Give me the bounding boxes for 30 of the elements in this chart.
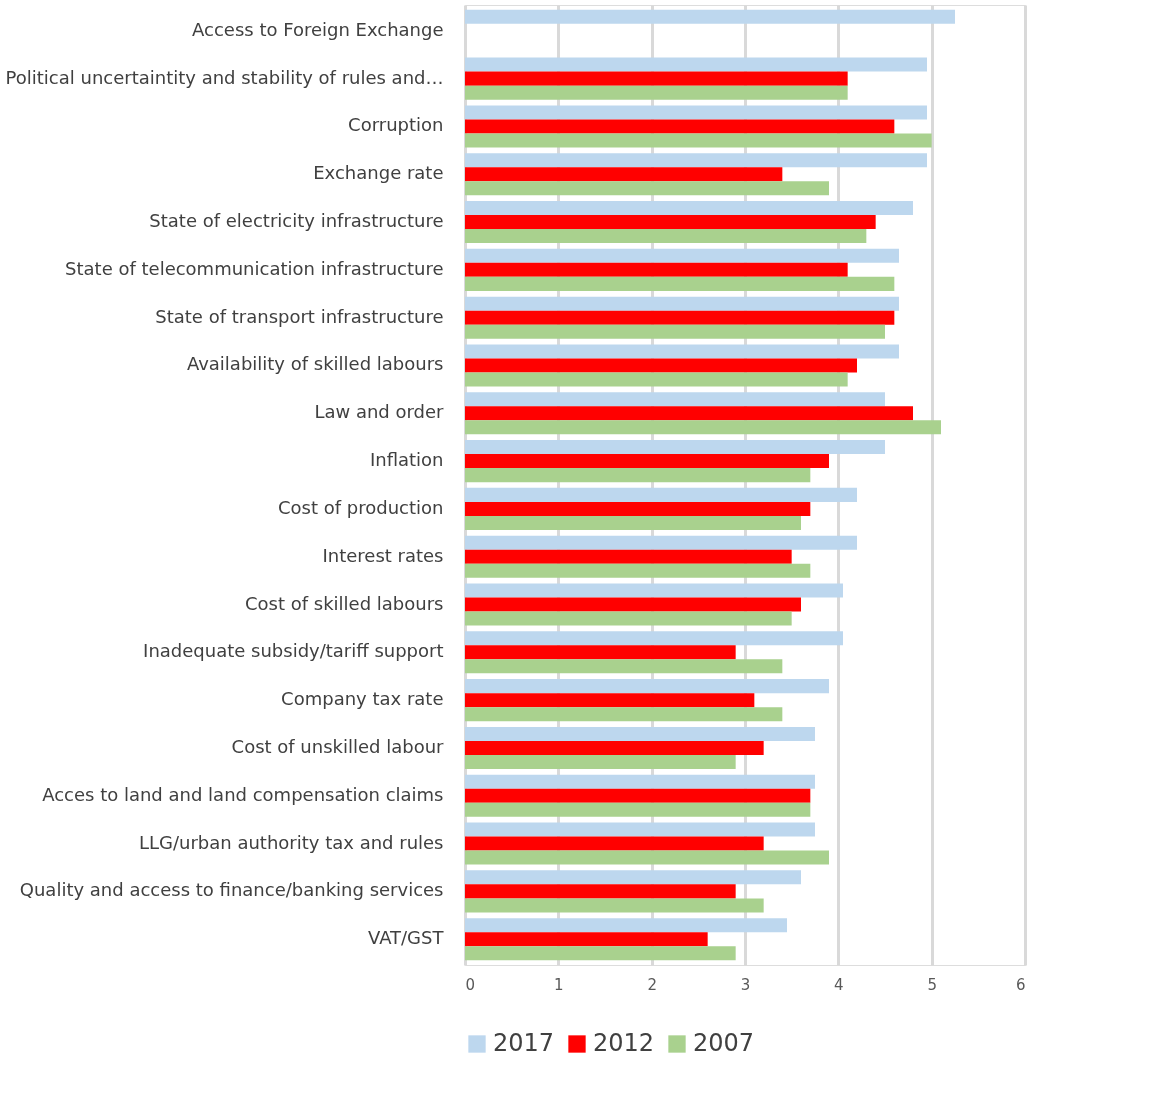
y-tick-label: Exchange rate — [313, 162, 444, 184]
y-tick-label: Availability of skilled labours — [186, 353, 444, 375]
legend-label: 2012 — [593, 1029, 655, 1057]
y-tick-label: Corruption — [348, 114, 444, 136]
y-tick-label: VAT/GST — [367, 927, 445, 949]
x-tick-label: 1 — [554, 975, 564, 994]
legend-label: 2017 — [493, 1029, 555, 1057]
y-tick-label: LLG/urban authority tax and rules — [138, 831, 444, 853]
y-tick-label: Inflation — [369, 449, 444, 471]
y-tick-label: State of electricity infrastructure — [149, 210, 444, 232]
y-tick-label: Access to Foreign Exchange — [192, 18, 444, 40]
y-tick-label: State of transport infrastructure — [155, 305, 444, 327]
x-tick-label: 6 — [1015, 975, 1026, 994]
y-tick-label: State of telecommunication infrastructure — [65, 257, 444, 279]
y-tick-label: Acces to land and land compensation claims — [42, 783, 444, 805]
y-tick-label: Cost of skilled labours — [245, 592, 444, 614]
y-tick-label: Cost of unskilled labour — [231, 735, 445, 757]
x-tick-label: 4 — [834, 975, 844, 994]
x-tick-label: 0 — [465, 975, 476, 994]
y-tick-label: Political uncertaintity and stability of rules and… — [5, 66, 444, 88]
y-tick-label: Law and order — [314, 401, 445, 423]
y-tick-label: Company tax rate — [281, 688, 444, 710]
y-tick-label: Cost of production — [278, 496, 444, 518]
x-tick-label: 5 — [927, 975, 937, 994]
y-tick-label: Inadequate subsidy/tariff support — [143, 640, 444, 662]
legend-label: 2007 — [693, 1029, 755, 1057]
x-tick-label: 2 — [647, 975, 657, 994]
x-tick-label: 3 — [740, 975, 751, 994]
y-tick-label: Interest rates — [322, 544, 444, 566]
y-tick-label: Quality and access to finance/banking services — [19, 879, 444, 901]
